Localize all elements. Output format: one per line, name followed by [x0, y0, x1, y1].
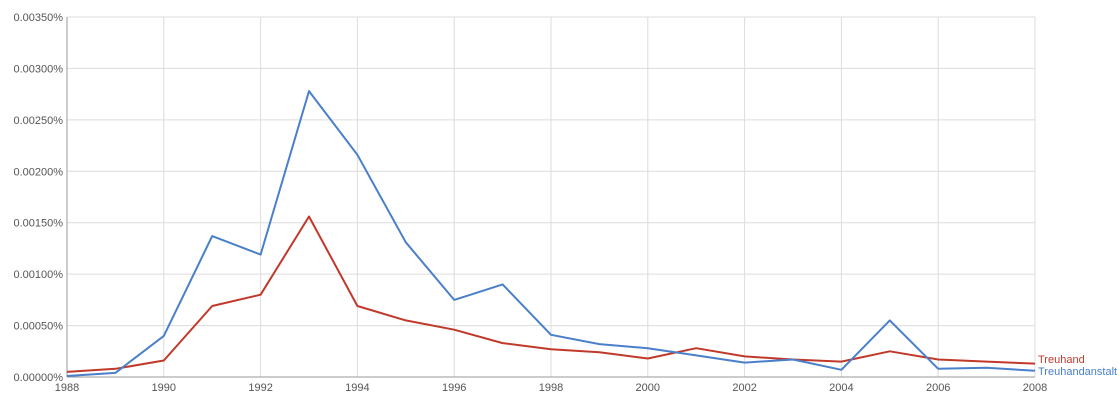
x-tick-label: 2004 — [829, 382, 853, 394]
y-tick-label: 0.00150% — [13, 218, 63, 230]
series-line-treuhand — [66, 215, 1036, 373]
x-tick-label: 2006 — [926, 382, 950, 394]
y-tick-label: 0.00100% — [13, 269, 63, 281]
x-tick-label: 2002 — [732, 382, 756, 394]
x-tick-label: 1994 — [345, 382, 369, 394]
series-line-treuhandanstalt — [66, 90, 1036, 377]
series-label: Treuhandanstalt — [1038, 366, 1117, 378]
y-tick-label: 0.00050% — [13, 321, 63, 333]
x-tick-label: 1992 — [248, 382, 272, 394]
y-tick-label: 0.00300% — [13, 63, 63, 75]
x-tick-label: 1988 — [55, 382, 79, 394]
y-tick-label: 0.00000% — [13, 372, 63, 384]
y-tick-label: 0.00250% — [13, 115, 63, 127]
x-tick-label: 1998 — [539, 382, 563, 394]
x-tick-label: 2008 — [1023, 382, 1047, 394]
x-tick-label: 1996 — [442, 382, 466, 394]
x-tick-label: 2000 — [636, 382, 660, 394]
y-tick-label: 0.00200% — [13, 166, 63, 178]
y-tick-label: 0.00350% — [13, 12, 63, 24]
x-tick-label: 1990 — [152, 382, 176, 394]
series-label: Treuhand — [1038, 354, 1085, 366]
